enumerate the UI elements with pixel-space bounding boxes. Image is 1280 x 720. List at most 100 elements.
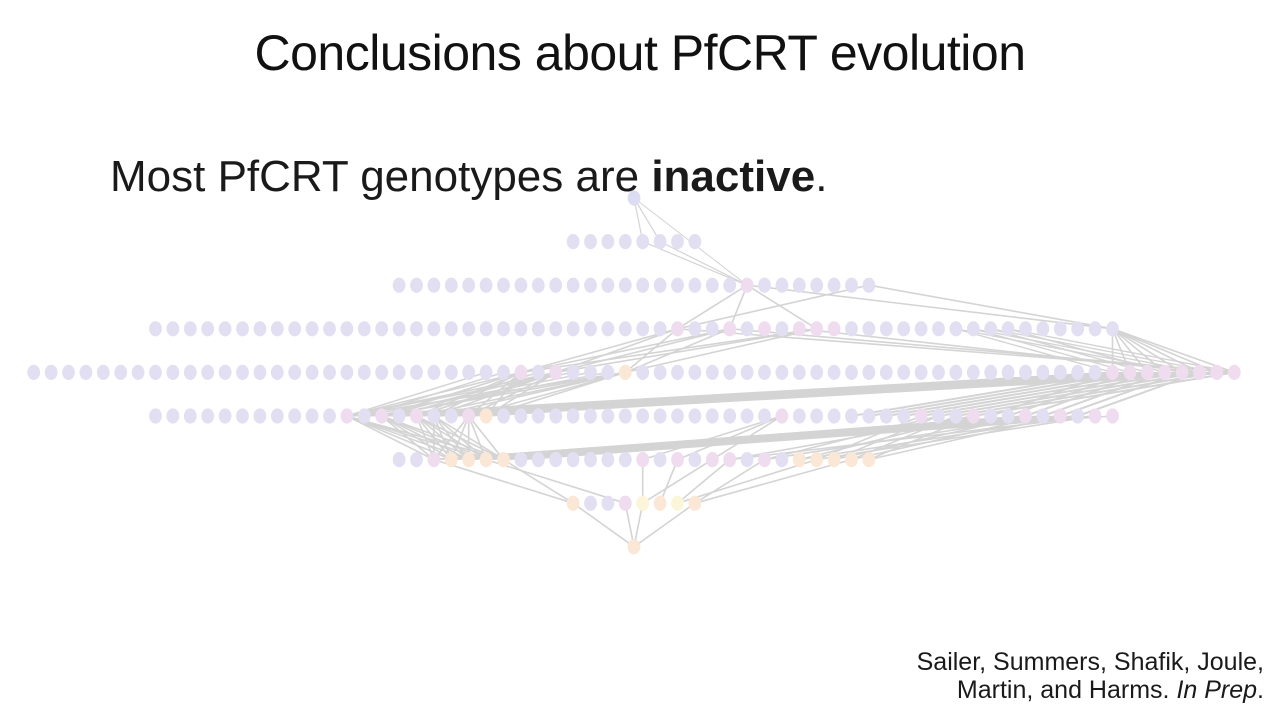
genotype-node [514,321,528,337]
genotype-node [601,495,615,511]
genotype-node [531,321,545,337]
genotype-node [653,452,667,468]
genotype-node [1019,408,1032,424]
genotype-node [1123,364,1137,380]
genotype-node [497,277,510,293]
network-edge [433,458,574,505]
genotype-node [601,408,615,424]
genotype-node [1036,408,1050,424]
network-edge [746,284,818,330]
network-edge [520,415,1114,461]
genotype-node [584,277,597,293]
genotype-node [705,277,719,293]
network-edge [554,327,731,374]
network-edge [867,371,1131,417]
genotype-node [514,452,528,468]
genotype-node [810,277,824,293]
network-edge [572,502,635,548]
network-edge [1007,328,1236,374]
genotype-node [479,321,493,337]
network-edge [450,415,1044,461]
genotype-node [566,321,580,337]
genotype-node [636,452,650,468]
genotype-node [653,408,667,424]
genotype-node [462,452,476,468]
genotype-node [566,495,580,511]
genotype-node [1053,364,1067,380]
genotype-node [444,277,458,293]
genotype-node [27,364,41,380]
genotype-node [879,364,893,380]
genotype-node [636,408,650,424]
genotype-node [1001,408,1015,424]
genotype-node [862,321,876,337]
genotype-node [601,277,615,293]
genotype-node [723,277,737,293]
genotype-node [897,321,911,337]
genotype-node [201,408,215,424]
genotype-node [549,452,563,468]
genotype-node [584,321,597,337]
genotype-node [497,408,510,424]
genotype-node [566,364,580,380]
network-edge [633,197,661,243]
genotype-node [775,321,789,337]
genotype-node [966,408,980,424]
genotype-node [792,364,806,380]
genotype-node [253,364,267,380]
genotype-node [653,234,667,250]
genotype-node [740,277,754,293]
genotype-node [549,364,563,380]
genotype-node [584,234,597,250]
genotype-node [1019,364,1032,380]
network-edge [868,284,1114,330]
genotype-node [862,277,876,293]
genotype-node [462,364,476,380]
genotype-node [270,321,284,337]
network-edge [1111,327,1183,374]
genotype-node [444,364,458,380]
genotype-node [758,408,771,424]
genotype-node [514,364,528,380]
genotype-node [671,234,684,250]
network-edge [676,458,731,505]
genotype-node [96,364,110,380]
genotype-node [236,321,249,337]
genotype-node [201,321,215,337]
genotype-node [427,321,441,337]
network-edge [676,458,818,505]
genotype-node [618,495,632,511]
genotype-node [671,364,684,380]
genotype-node [566,408,580,424]
network-edge [624,327,679,374]
network-edge [398,371,1183,417]
network-edge [885,371,1149,417]
genotype-node [566,234,580,250]
genotype-node [479,452,493,468]
genotype-node [44,364,58,380]
genotype-node [305,364,319,380]
network-edge [1024,371,1149,417]
genotype-node [253,408,267,424]
genotype-node [723,452,737,468]
network-edge [363,371,592,417]
genotype-node [810,452,824,468]
bullet-period: . [815,152,828,201]
genotype-node [845,364,858,380]
genotype-node [775,408,789,424]
network-edge [467,415,1062,461]
genotype-node [549,321,563,337]
network-edge [380,415,505,461]
genotype-node [375,364,389,380]
genotype-node [914,408,928,424]
network-edge [868,415,1062,461]
genotype-node [549,277,563,293]
genotype-node [810,364,824,380]
genotype-node [618,321,632,337]
network-edge [433,415,505,461]
network-edge [659,458,679,505]
genotype-node [584,452,597,468]
genotype-node [688,452,702,468]
genotype-node [653,495,667,511]
bullet-text: Most PfCRT genotypes are [110,152,652,201]
